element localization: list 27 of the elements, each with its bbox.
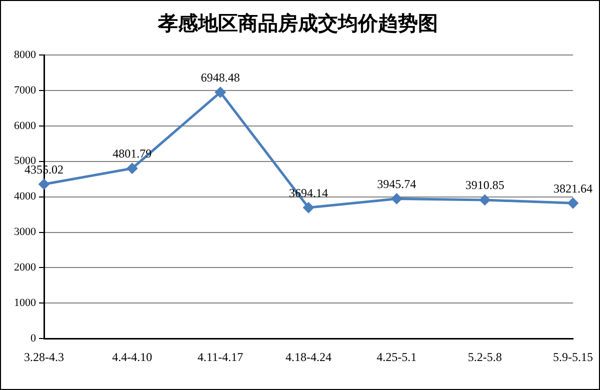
point (126, 162, 138, 174)
y-tick-label: 1000 (14, 297, 36, 310)
data-label: 6948.48 (200, 70, 240, 84)
point (568, 198, 578, 209)
point (479, 194, 490, 206)
y-tick-label: 8000 (14, 48, 36, 61)
data-label: 3910.85 (465, 178, 504, 192)
x-tick-label: 4.11-4.17 (198, 350, 244, 364)
x-tick-label: 4.4-4.10 (112, 350, 152, 364)
point (214, 86, 226, 98)
y-tick-label: 4000 (14, 190, 36, 203)
y-tick-label: 6000 (14, 120, 36, 132)
point (303, 202, 314, 214)
x-tick-label: 5.9-5.15 (553, 350, 593, 364)
x-tick-label: 3.28-4.3 (24, 350, 64, 364)
y-tick-label: 3000 (14, 226, 36, 238)
chart-title: 孝感地区商品房成交均价趋势图 (157, 12, 438, 36)
data-label: 3821.64 (554, 181, 592, 196)
y-tick-label: 0 (30, 332, 36, 344)
x-tick-label: 4.25-5.1 (376, 350, 417, 364)
x-tick-label: 4.18-4.24 (286, 350, 332, 364)
x-tick-label: 5.2-5.8 (468, 350, 502, 364)
point (38, 178, 50, 190)
point (391, 193, 402, 204)
data-label: 3945.74 (377, 176, 416, 191)
y-tick-label: 2000 (14, 262, 36, 274)
y-tick-label: 7000 (14, 84, 36, 96)
